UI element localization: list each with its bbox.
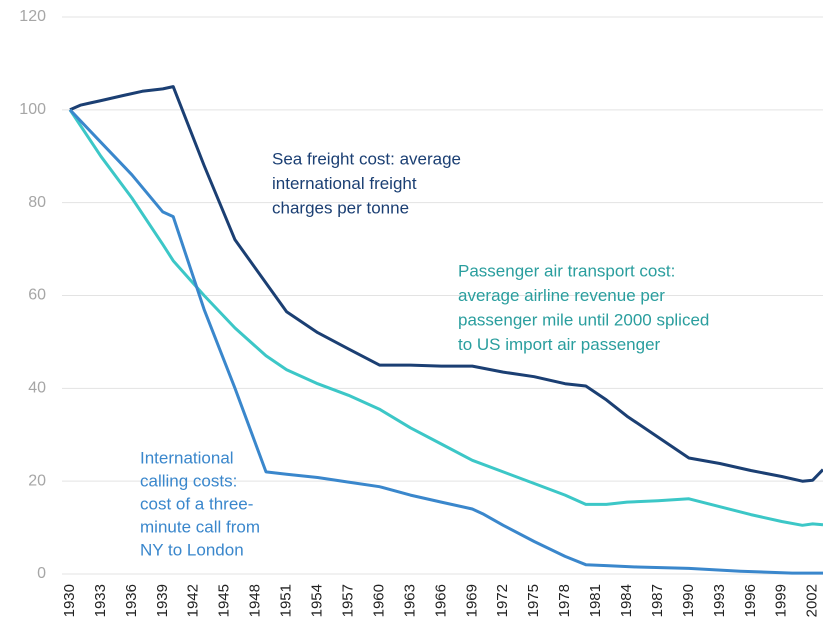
series-label: International xyxy=(140,448,234,467)
x-tick-label: 1960 xyxy=(370,584,387,617)
x-tick-label: 1966 xyxy=(432,584,449,617)
y-tick-label: 60 xyxy=(28,287,46,304)
x-tick-label: 1975 xyxy=(525,584,542,617)
series-label: NY to London xyxy=(140,540,244,559)
x-tick-label: 1930 xyxy=(61,584,78,617)
x-tick-label: 1999 xyxy=(773,584,790,617)
x-tick-label: 1984 xyxy=(618,584,635,617)
series-label: minute call from xyxy=(140,517,260,536)
y-tick-label: 0 xyxy=(37,565,46,582)
x-tick-label: 1945 xyxy=(216,584,233,617)
x-tick-label: 1951 xyxy=(278,584,295,617)
x-tick-label: 1933 xyxy=(92,584,109,617)
y-tick-label: 80 xyxy=(28,194,46,211)
y-tick-label: 20 xyxy=(28,472,46,489)
series-label: Sea freight cost: average xyxy=(272,149,461,168)
x-tick-label: 1957 xyxy=(339,584,356,617)
series-label: international freight xyxy=(272,174,417,193)
x-tick-label: 1963 xyxy=(401,584,418,617)
x-tick-label: 1969 xyxy=(463,584,480,617)
x-tick-label: 1996 xyxy=(742,584,759,617)
series-label: to US import air passenger xyxy=(458,335,661,354)
series-label: average airline revenue per xyxy=(458,286,665,305)
x-tick-label: 1990 xyxy=(680,584,697,617)
x-tick-label: 1978 xyxy=(556,584,573,617)
series-label: Passenger air transport cost: xyxy=(458,261,675,280)
y-tick-label: 120 xyxy=(19,8,46,25)
x-tick-label: 1972 xyxy=(494,584,511,617)
y-tick-label: 100 xyxy=(19,101,46,118)
x-tick-label: 1981 xyxy=(587,584,604,617)
x-tick-label: 1987 xyxy=(649,584,666,617)
series-line xyxy=(68,108,823,527)
x-tick-label: 2002 xyxy=(804,584,821,617)
x-tick-label: 1993 xyxy=(711,584,728,617)
series-line xyxy=(68,108,823,575)
x-tick-label: 1948 xyxy=(247,584,264,617)
y-tick-label: 40 xyxy=(28,380,46,397)
series-label: cost of a three- xyxy=(140,494,253,513)
series-label: passenger mile until 2000 spliced xyxy=(458,310,709,329)
x-tick-label: 1954 xyxy=(309,584,326,617)
x-tick-label: 1936 xyxy=(123,584,140,617)
x-tick-label: 1942 xyxy=(185,584,202,617)
series-label: charges per tonne xyxy=(272,198,409,217)
series-line xyxy=(69,85,823,483)
x-tick-label: 1939 xyxy=(154,584,171,617)
series-label: calling costs: xyxy=(140,471,237,490)
